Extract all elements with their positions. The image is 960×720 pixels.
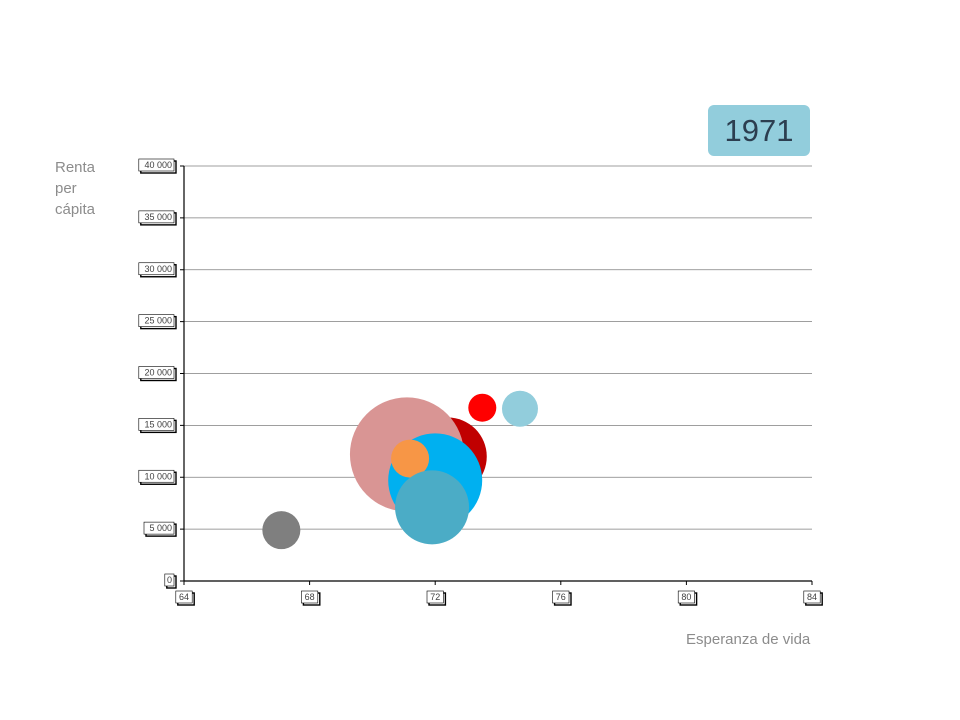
bubble-4 <box>468 393 497 422</box>
y-axis-label: Renta per cápita <box>55 157 115 220</box>
svg-text:80: 80 <box>681 592 691 602</box>
x-tick-label-4: 80 <box>677 590 698 606</box>
svg-text:40 000: 40 000 <box>144 160 172 170</box>
y-tick-label-5: 25 000 <box>138 314 177 330</box>
svg-text:15 000: 15 000 <box>144 419 172 429</box>
svg-text:64: 64 <box>179 592 189 602</box>
svg-text:84: 84 <box>807 592 817 602</box>
y-tick-label-6: 30 000 <box>138 262 177 278</box>
bubble-0 <box>262 511 301 550</box>
svg-text:35 000: 35 000 <box>144 212 172 222</box>
bubble-6 <box>391 439 430 478</box>
y-axis-label-line-3: cápita <box>55 201 96 218</box>
x-tick-labels: 64 68 72 76 80 84 <box>175 590 823 606</box>
svg-text:10 000: 10 000 <box>144 471 172 481</box>
y-tick-label-1: 5 000 <box>143 521 177 537</box>
svg-text:5 000: 5 000 <box>149 523 172 533</box>
grid-lines <box>184 165 812 530</box>
x-tick-label-5: 84 <box>803 590 823 606</box>
y-tick-label-3: 15 000 <box>138 418 177 434</box>
svg-text:20 000: 20 000 <box>144 368 172 378</box>
y-tick-label-7: 35 000 <box>138 210 177 226</box>
svg-text:72: 72 <box>430 592 440 602</box>
y-tick-label-4: 20 000 <box>138 366 177 382</box>
bubbles <box>262 390 538 550</box>
year-badge: 1971 <box>708 105 810 156</box>
svg-text:30 000: 30 000 <box>144 264 172 274</box>
svg-text:68: 68 <box>305 592 315 602</box>
bubble-7 <box>395 470 470 545</box>
x-tick-label-1: 68 <box>301 590 321 606</box>
y-tick-label-8: 40 000 <box>138 158 177 174</box>
y-tick-label-0: 0 <box>164 573 177 589</box>
x-tick-label-2: 72 <box>426 590 447 606</box>
x-axis-label: Esperanza de vida <box>686 631 811 648</box>
svg-text:25 000: 25 000 <box>144 316 172 326</box>
svg-text:76: 76 <box>556 592 566 602</box>
y-tick-labels: 0 5 000 10 000 15 000 20 000 25 000 30 000 35 0… <box>138 158 177 589</box>
axes <box>180 165 813 585</box>
y-axis-label-line-2: per <box>55 180 77 197</box>
svg-text:0: 0 <box>167 575 172 585</box>
y-axis-label-line-1: Renta <box>55 159 96 176</box>
x-tick-label-0: 64 <box>175 590 195 606</box>
bubble-5 <box>501 390 538 427</box>
y-tick-label-2: 10 000 <box>138 469 177 485</box>
x-tick-label-3: 76 <box>552 590 572 606</box>
